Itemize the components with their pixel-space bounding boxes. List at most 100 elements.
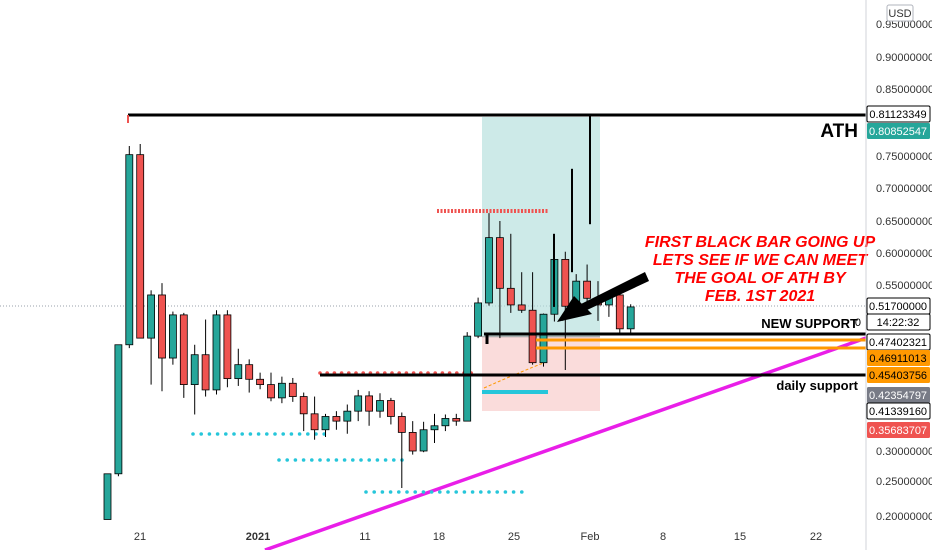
- x-tick-label: 8: [660, 531, 666, 543]
- price-tag: 0.42354797: [867, 387, 930, 403]
- x-tick-label: 11: [359, 531, 370, 543]
- y-tick-label: 0.20000000: [876, 511, 932, 523]
- svg-text:0.41339160: 0.41339160: [869, 406, 927, 418]
- svg-text:0.45403756: 0.45403756: [869, 370, 927, 382]
- currency-badge: USD: [886, 4, 914, 22]
- candle: [452, 413, 461, 426]
- x-tick-label: 2021: [246, 531, 270, 543]
- candle: [201, 319, 210, 397]
- candle: [386, 397, 395, 425]
- trend-line: [264, 336, 867, 550]
- x-tick-label: 22: [810, 531, 822, 543]
- candle: [147, 290, 156, 385]
- candle: [277, 376, 286, 404]
- candle: [430, 413, 439, 444]
- support-dots-3: [364, 490, 524, 494]
- candle: [310, 396, 319, 440]
- candle: [223, 310, 232, 388]
- candle: [474, 297, 483, 339]
- candle: [114, 344, 123, 477]
- candle: [485, 213, 493, 306]
- price-tag: 14:22:32: [866, 313, 931, 331]
- price-tag: 0.46911013: [867, 350, 930, 366]
- candle: [583, 264, 591, 305]
- candle: [267, 372, 275, 402]
- candle: [626, 304, 635, 333]
- candle: [376, 393, 384, 418]
- candle: [397, 412, 406, 488]
- y-tick-label: 0.30000000: [876, 446, 932, 458]
- y-tick-label: 0.95000000: [876, 19, 932, 31]
- candle: [343, 404, 352, 434]
- candle: [234, 348, 243, 386]
- svg-text:0.42354797: 0.42354797: [869, 390, 927, 402]
- candle: [419, 421, 428, 453]
- price-tag: 0.81123349: [866, 105, 931, 123]
- candle: [365, 391, 374, 426]
- svg-text:14:22:32: 14:22:32: [877, 317, 920, 329]
- daily-support-label: daily support: [776, 378, 858, 393]
- y-tick-label: 0.25000000: [876, 476, 932, 488]
- candle: [408, 421, 417, 455]
- candle: [288, 377, 297, 402]
- x-tick-label: 21: [134, 531, 146, 543]
- price-tag: 0.35683707: [867, 422, 930, 438]
- candle: [299, 392, 308, 432]
- candle: [168, 311, 177, 365]
- price-tag: 0.47402321: [866, 333, 931, 351]
- candle: [441, 414, 450, 432]
- y-tick-label: 0.65000000: [876, 216, 932, 228]
- y-tick-label: 0.55000000: [876, 280, 932, 292]
- candle: [179, 312, 188, 398]
- x-tick-label: 25: [508, 531, 520, 543]
- price-tag: 0.51700000: [866, 297, 931, 315]
- note-line: FIRST BLACK BAR GOING UP: [645, 234, 876, 251]
- candle: [506, 233, 515, 313]
- candle: [528, 272, 537, 365]
- svg-text:0.81123349: 0.81123349: [869, 109, 926, 121]
- svg-text:0.46911013: 0.46911013: [869, 353, 926, 365]
- candle: [495, 221, 504, 339]
- candle: [245, 359, 254, 393]
- note-line: THE GOAL OF ATH BY: [674, 270, 847, 287]
- svg-text:USD: USD: [888, 8, 911, 20]
- candle: [354, 389, 363, 422]
- candle: [136, 143, 145, 339]
- price-tag: 0.41339160: [866, 402, 931, 420]
- x-tick-label: 15: [734, 531, 746, 543]
- candle: [256, 372, 265, 390]
- svg-text:0.80852547: 0.80852547: [869, 126, 927, 138]
- y-tick-label: 0.85000000: [876, 84, 932, 96]
- candle: [463, 332, 472, 422]
- candle: [158, 283, 166, 392]
- price-tag: 0.45403756: [867, 367, 930, 383]
- svg-text:0.51700000: 0.51700000: [869, 301, 927, 313]
- new-support-label: NEW SUPPORT: [761, 316, 858, 331]
- note-line: FEB. 1ST 2021: [705, 288, 815, 305]
- profit-zone: [482, 117, 600, 337]
- y-tick-label: 0.70000000: [876, 183, 932, 195]
- candle: [103, 473, 112, 520]
- tag-marker: 0: [855, 317, 861, 329]
- note-line: LETS SEE IF WE CAN MEET: [653, 252, 868, 269]
- candle: [212, 310, 221, 395]
- svg-text:0.47402321: 0.47402321: [869, 337, 927, 349]
- arrow-head: [557, 296, 592, 322]
- candle: [332, 411, 341, 430]
- svg-text:0.35683707: 0.35683707: [869, 425, 927, 437]
- y-tick-label: 0.75000000: [876, 151, 932, 163]
- candle: [615, 291, 624, 333]
- candle: [517, 272, 526, 313]
- y-tick-label: 0.90000000: [876, 52, 932, 64]
- y-tick-label: 0.60000000: [876, 248, 932, 260]
- support-dots-2: [277, 458, 404, 462]
- candle: [125, 145, 134, 349]
- price-tag: 0.80852547: [867, 123, 930, 139]
- candle: [321, 413, 330, 438]
- ath-label: ATH: [820, 121, 858, 142]
- x-tick-label: 18: [433, 531, 445, 543]
- candle: [190, 344, 199, 415]
- x-tick-label: Feb: [581, 531, 600, 543]
